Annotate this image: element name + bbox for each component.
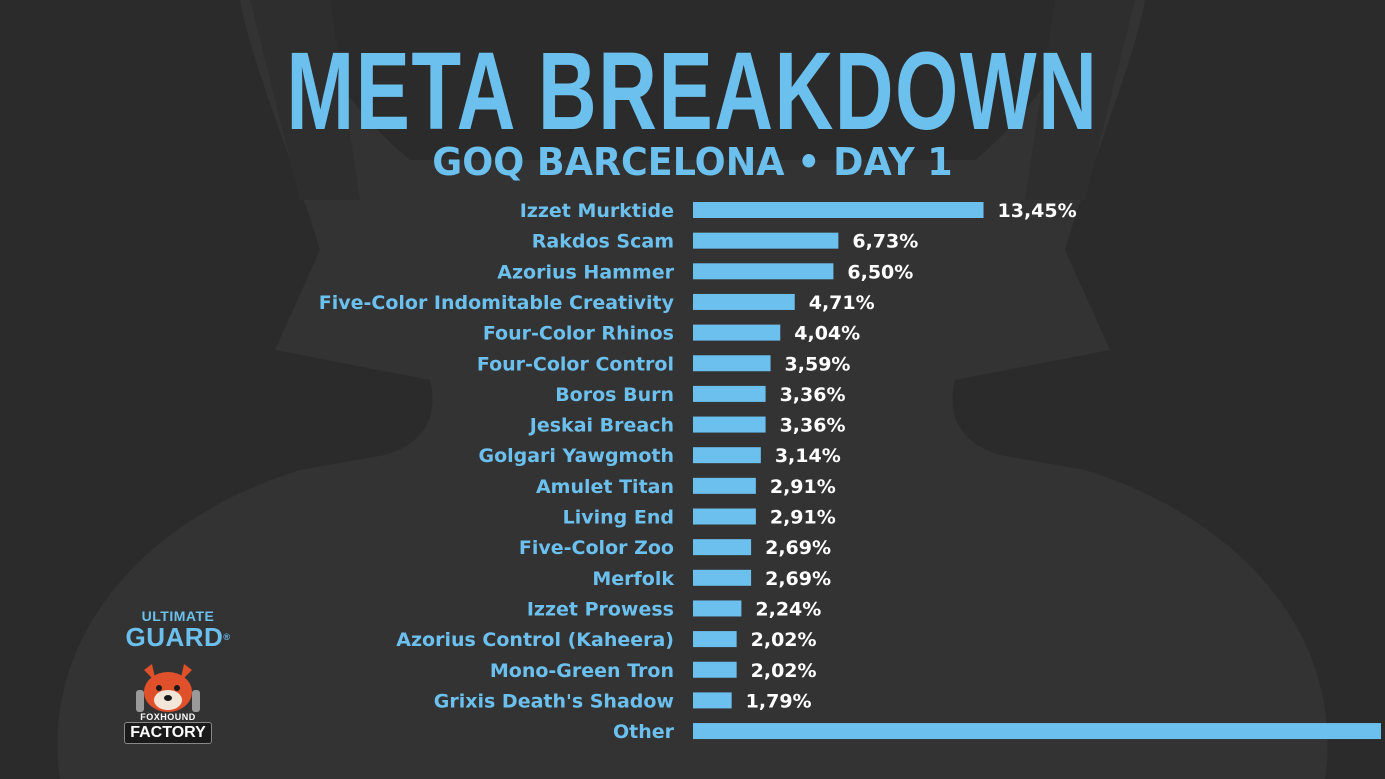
ultimate-guard-line1: ULTIMATE	[141, 608, 215, 624]
ultimate-guard-line2: GUARD	[125, 622, 224, 652]
bar	[693, 508, 756, 525]
value-label: 6,50%	[847, 261, 913, 283]
value-label: 13,45%	[998, 200, 1077, 222]
category-label: Izzet Prowess	[527, 598, 674, 620]
value-label: 1,79%	[746, 690, 812, 712]
bar	[693, 416, 766, 433]
value-label: 2,91%	[770, 476, 836, 498]
value-label: 2,02%	[751, 660, 817, 682]
category-label: Living End	[563, 507, 674, 529]
category-label: Boros Burn	[555, 384, 674, 406]
category-label: Azorius Control (Kaheera)	[396, 629, 674, 651]
foxhound-line1: FOXHOUND	[140, 712, 196, 722]
category-label: Izzet Murktide	[520, 200, 674, 222]
bar	[693, 447, 761, 464]
foxhound-factory-logo: FOXHOUND FACTORY	[122, 660, 214, 744]
category-label: Four-Color Rhinos	[483, 323, 674, 345]
bar	[693, 569, 752, 586]
fox-mascot-icon	[136, 664, 200, 712]
bar	[693, 263, 834, 280]
value-label: 3,36%	[780, 415, 846, 437]
value-label: 2,69%	[765, 537, 831, 559]
category-label: Five-Color Zoo	[519, 537, 674, 559]
category-label: Merfolk	[592, 568, 674, 590]
ultimate-guard-logo: ULTIMATE GUARD®	[118, 608, 238, 650]
bar	[693, 661, 737, 678]
category-label: Mono-Green Tron	[490, 660, 674, 682]
category-label: Grixis Death's Shadow	[434, 690, 674, 712]
category-label: Amulet Titan	[536, 476, 674, 498]
value-label: 6,73%	[852, 231, 918, 253]
bar	[693, 600, 742, 617]
bar	[693, 631, 737, 648]
category-label: Jeskai Breach	[528, 415, 674, 437]
foxhound-line2: FACTORY	[124, 722, 212, 744]
category-label: Other	[613, 721, 675, 743]
value-label: 3,14%	[775, 445, 841, 467]
category-label: Rakdos Scam	[532, 231, 674, 253]
bar	[693, 723, 1381, 740]
value-label: 4,04%	[794, 323, 860, 345]
bar	[693, 324, 781, 341]
bar	[693, 539, 752, 556]
bar	[693, 293, 795, 310]
value-label: 2,69%	[765, 568, 831, 590]
bar	[693, 385, 766, 402]
category-label: Golgari Yawgmoth	[478, 445, 674, 467]
value-label: 2,24%	[755, 598, 821, 620]
value-label: 3,36%	[780, 384, 846, 406]
value-label: 3,59%	[785, 353, 851, 375]
registered-mark: ®	[223, 632, 231, 642]
value-label: 2,91%	[770, 507, 836, 529]
value-label: 2,02%	[751, 629, 817, 651]
page-subtitle: GOQ BARCELONA • DAY 1	[432, 140, 953, 184]
bar	[693, 692, 732, 709]
page-title: Meta Breakdown	[286, 30, 1099, 153]
bar	[693, 355, 771, 372]
category-label: Five-Color Indomitable Creativity	[319, 292, 675, 314]
bar	[693, 232, 839, 249]
category-label: Four-Color Control	[477, 353, 674, 375]
category-label: Azorius Hammer	[497, 261, 674, 283]
bar	[693, 477, 756, 494]
bar	[693, 202, 984, 218]
value-label: 4,71%	[809, 292, 875, 314]
